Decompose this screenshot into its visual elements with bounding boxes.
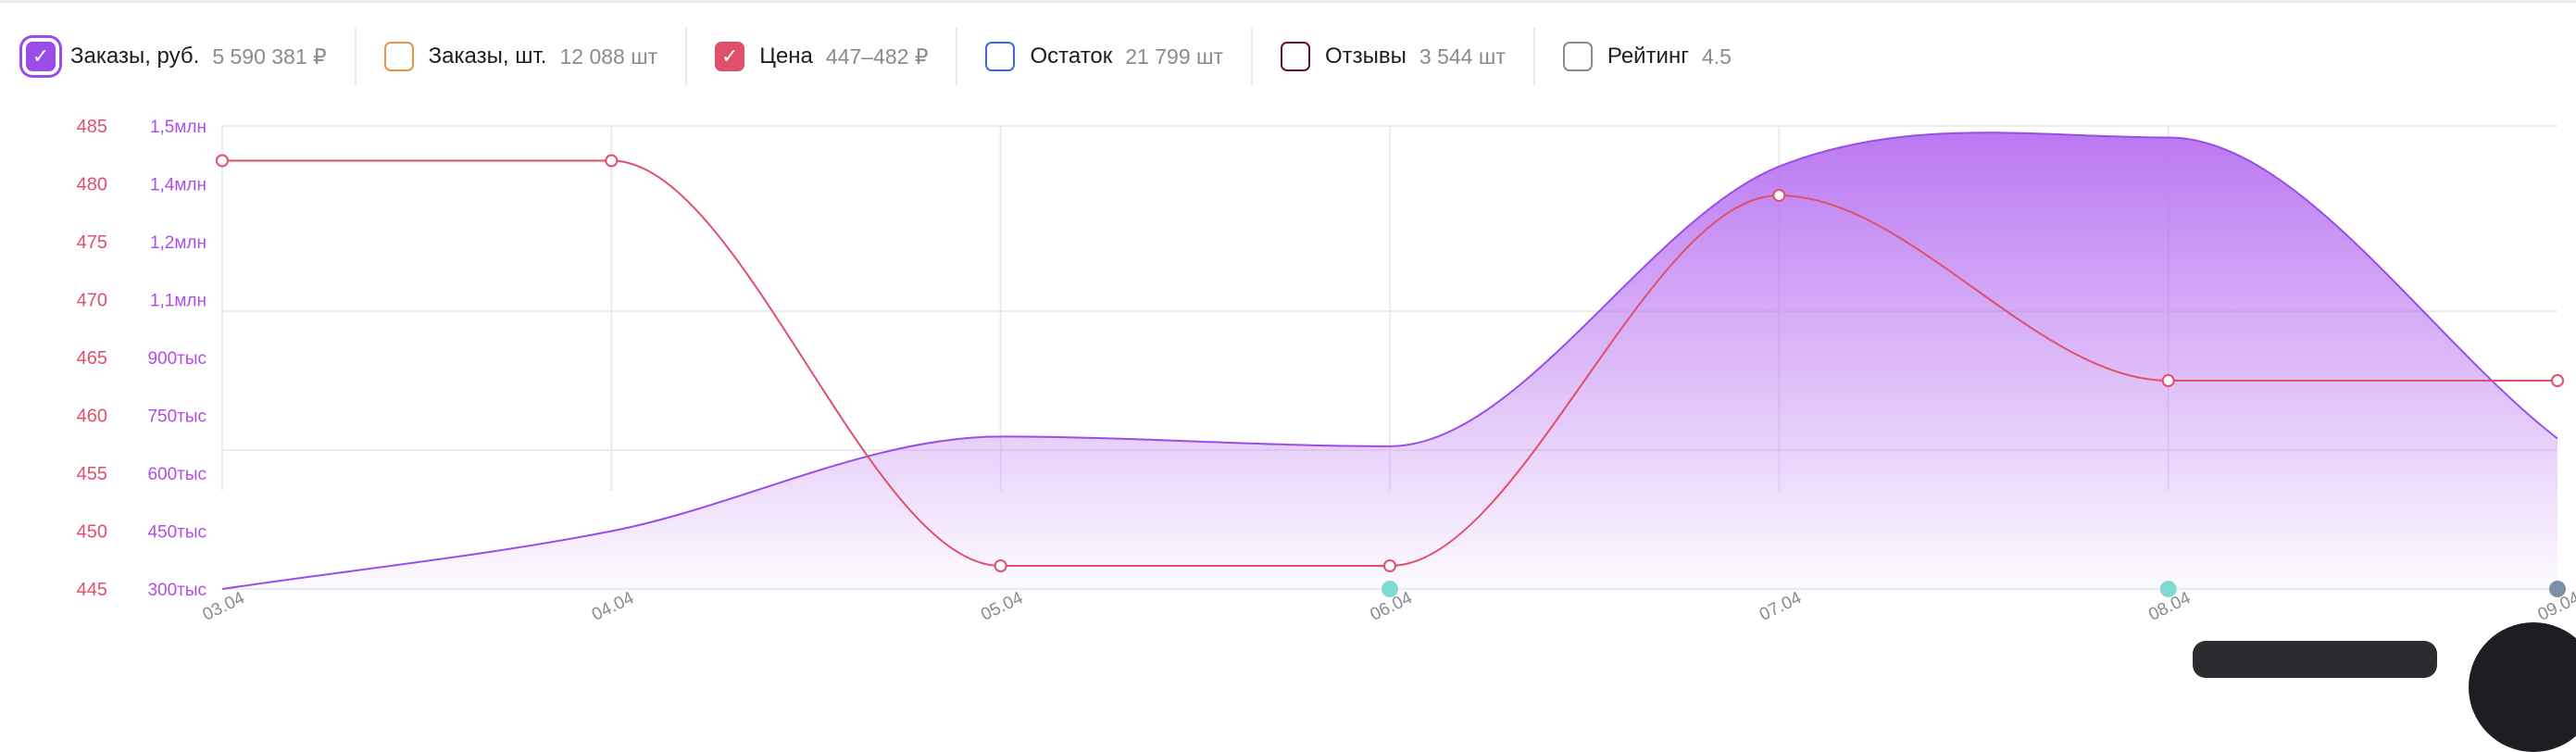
legend-value: 12 088 шт (559, 44, 658, 69)
event-marker (2549, 581, 2566, 597)
legend-item-stock[interactable]: Остаток 21 799 шт (957, 28, 1253, 85)
legend-label: Рейтинг (1607, 44, 1689, 69)
price-point (1383, 559, 1396, 572)
price-point (216, 154, 229, 168)
price-point (605, 154, 619, 168)
legend-item-orders-pcs[interactable]: Заказы, шт. 12 088 шт (356, 28, 688, 85)
price-axis-tick: 485 (77, 117, 107, 137)
price-axis-tick: 480 (77, 175, 107, 195)
legend-label: Цена (759, 44, 813, 69)
price-point (2161, 374, 2175, 387)
price-point (2551, 374, 2564, 387)
legend-label: Заказы, шт. (428, 44, 547, 69)
sales-price-chart: 485 480 475 470 465 460 455 450 445 1,5млн 1,4млн 1… (77, 117, 2576, 625)
orders-axis-tick: 1,2млн (150, 233, 206, 253)
rating-checkbox[interactable] (1562, 42, 1593, 71)
legend-value: 21 799 шт (1125, 44, 1223, 69)
orders-axis-tick: 750тыс (147, 407, 206, 427)
price-point (1772, 189, 1786, 202)
legend-item-price[interactable]: ✓ Цена 447–482 ₽ (687, 28, 958, 85)
price-axis-tick: 465 (77, 348, 107, 369)
orders-axis-tick: 450тыс (147, 523, 206, 543)
x-axis-tick: 04.04 (589, 588, 637, 625)
floating-button[interactable] (2193, 641, 2437, 678)
checkmark-icon: ✓ (720, 44, 739, 68)
price-axis-tick: 460 (77, 407, 107, 427)
legend-item-orders-rub[interactable]: ✓ Заказы, руб. 5 590 381 ₽ (26, 28, 356, 85)
top-divider (0, 0, 2576, 3)
orders-axis-tick: 1,1млн (150, 292, 206, 311)
legend-value: 3 544 шт (1419, 44, 1506, 69)
orders-axis-tick: 300тыс (147, 581, 206, 600)
price-checkbox[interactable]: ✓ (715, 42, 745, 71)
orders-axis-tick: 1,5млн (150, 118, 206, 137)
legend-bar: ✓ Заказы, руб. 5 590 381 ₽ Заказы, шт. 1… (26, 28, 1759, 85)
legend-value: 447–482 ₽ (825, 44, 929, 69)
legend-value: 5 590 381 ₽ (212, 44, 327, 69)
legend-item-reviews[interactable]: Отзывы 3 544 шт (1253, 28, 1535, 85)
x-axis-tick: 05.04 (978, 588, 1026, 625)
orders-rub-checkbox[interactable]: ✓ (26, 42, 56, 71)
legend-label: Отзывы (1325, 44, 1407, 69)
price-axis-tick: 450 (77, 522, 107, 543)
price-axis-tick: 475 (77, 232, 107, 253)
legend-value: 4.5 (1701, 44, 1732, 69)
price-axis-tick: 455 (77, 464, 107, 484)
x-axis-tick: 07.04 (1757, 588, 1805, 625)
checkmark-icon: ✓ (31, 44, 50, 68)
orders-axis-tick: 900тыс (147, 349, 206, 369)
event-marker (2159, 581, 2177, 597)
legend-item-rating[interactable]: Рейтинг 4.5 (1535, 28, 1759, 85)
orders-axis-tick: 1,4млн (150, 176, 206, 195)
legend-label: Заказы, руб. (70, 44, 200, 69)
stock-checkbox[interactable] (985, 42, 1016, 71)
orders-rub-line (221, 132, 2558, 590)
x-axis-tick: 03.04 (200, 588, 248, 625)
orders-axis-tick: 600тыс (147, 465, 206, 484)
event-marker (1382, 581, 1398, 597)
legend-label: Остаток (1030, 44, 1113, 69)
reviews-checkbox[interactable] (1281, 42, 1310, 71)
price-axis-tick: 470 (77, 291, 107, 311)
price-axis-tick: 445 (77, 580, 107, 600)
orders-pcs-checkbox[interactable] (383, 42, 414, 71)
price-point (994, 559, 1007, 572)
